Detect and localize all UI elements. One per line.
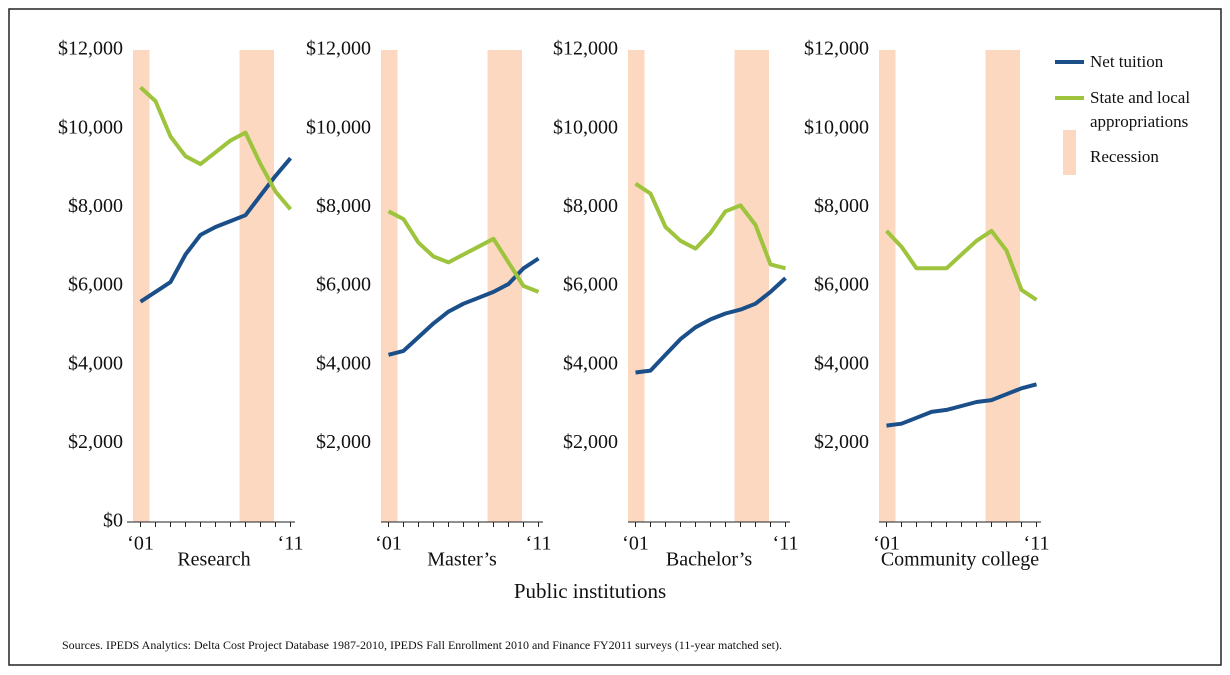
y-tick-label: $4,000 <box>316 352 371 374</box>
legend-label: Recession <box>1090 147 1159 166</box>
y-tick-label: $2,000 <box>563 431 618 453</box>
x-tick-label: ‘01 <box>127 533 154 555</box>
y-tick-label: $10,000 <box>306 116 371 138</box>
panel-title: Community college <box>881 549 1039 571</box>
legend-label: State and local appropriations <box>1090 88 1191 131</box>
recession-band <box>985 50 1020 522</box>
x-tick-label: ‘01 <box>873 533 900 555</box>
series-line <box>885 228 1038 302</box>
series-line <box>387 256 540 357</box>
series-line <box>634 182 787 271</box>
recession-band <box>239 50 274 522</box>
y-tick-label: $8,000 <box>68 195 123 217</box>
y-tick-label: $6,000 <box>814 274 869 296</box>
x-tick-label: ‘11 <box>278 533 304 555</box>
legend-label: Net tuition <box>1090 52 1164 71</box>
legend-entry: State and local appropriations <box>1090 88 1191 131</box>
y-tick-label: $0 <box>103 510 123 532</box>
y-tick-label: $4,000 <box>68 352 123 374</box>
series-line <box>635 276 787 375</box>
y-tick-label: $12,000 <box>553 38 618 60</box>
y-tick-label: $10,000 <box>58 116 123 138</box>
recession-band <box>628 50 645 522</box>
recession-band <box>734 50 769 522</box>
series-line <box>886 382 1038 428</box>
y-tick-label: $12,000 <box>804 38 869 60</box>
y-tick-label: $6,000 <box>68 274 123 296</box>
y-tick-label: $2,000 <box>68 431 123 453</box>
y-tick-label: $12,000 <box>58 38 123 60</box>
x-tick-label: ‘11 <box>773 533 799 555</box>
series-line <box>139 85 293 211</box>
panel-title: Bachelor’s <box>666 549 752 571</box>
panel-title: Master’s <box>427 549 497 571</box>
series-line <box>387 209 540 294</box>
x-tick-label: ‘11 <box>526 533 552 555</box>
legend-swatch <box>1063 130 1076 175</box>
y-tick-label: $12,000 <box>306 38 371 60</box>
y-tick-label: $10,000 <box>553 116 618 138</box>
y-tick-label: $10,000 <box>804 116 869 138</box>
y-tick-label: $8,000 <box>563 195 618 217</box>
legend-entry: Net tuition <box>1090 52 1164 71</box>
x-tick-label: ‘01 <box>375 533 402 555</box>
source-note: Sources. IPEDS Analytics: Delta Cost Pro… <box>62 638 782 652</box>
x-tick-label: ‘01 <box>622 533 649 555</box>
y-tick-label: $4,000 <box>814 352 869 374</box>
x-tick-label: ‘11 <box>1024 533 1050 555</box>
recession-band <box>381 50 398 522</box>
y-tick-label: $8,000 <box>814 195 869 217</box>
recession-band <box>879 50 896 522</box>
shared-x-label: Public institutions <box>514 579 666 603</box>
series-line <box>139 156 293 304</box>
y-tick-label: $4,000 <box>563 352 618 374</box>
recession-band <box>133 50 150 522</box>
y-tick-label: $8,000 <box>316 195 371 217</box>
y-tick-label: $2,000 <box>814 431 869 453</box>
y-tick-label: $6,000 <box>316 274 371 296</box>
y-tick-label: $6,000 <box>563 274 618 296</box>
y-tick-label: $2,000 <box>316 431 371 453</box>
panel-title: Research <box>177 549 250 571</box>
